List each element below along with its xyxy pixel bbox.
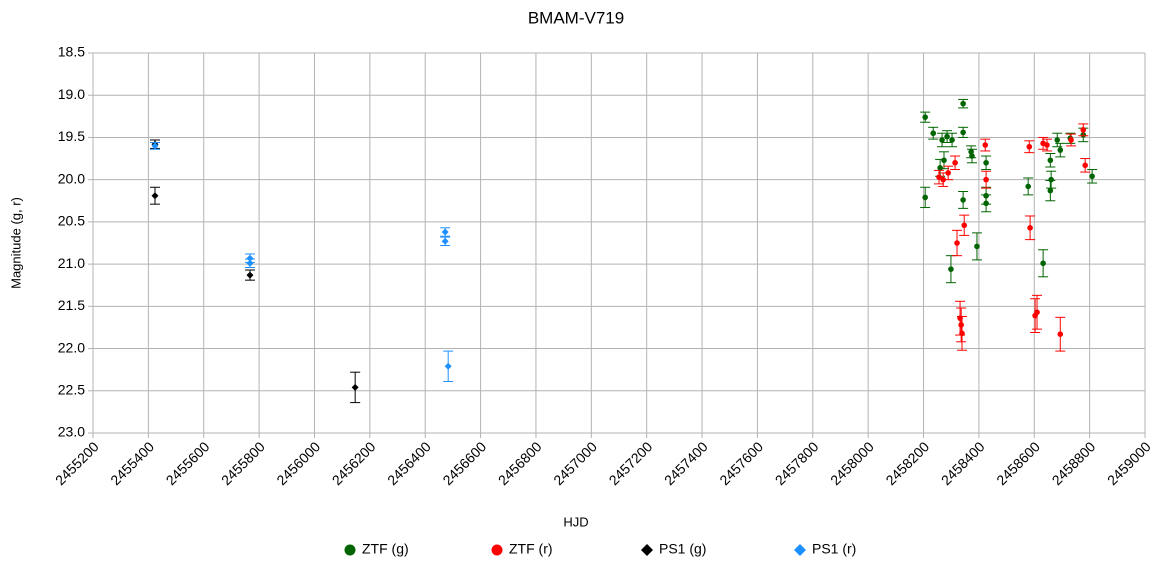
- point: [351, 383, 359, 391]
- point: [441, 237, 449, 245]
- point: [1040, 260, 1046, 267]
- point: [945, 170, 951, 176]
- point: [939, 137, 945, 143]
- point: [246, 271, 254, 279]
- point: [983, 159, 989, 166]
- point: [1027, 225, 1033, 231]
- point: [941, 157, 947, 164]
- legend-marker: [344, 544, 356, 556]
- legend-label: PS1 (g): [659, 541, 706, 557]
- y-tick-label: 20.0: [58, 170, 85, 186]
- point: [958, 322, 964, 328]
- point: [1082, 162, 1089, 169]
- point: [960, 197, 966, 203]
- point: [246, 254, 254, 262]
- point: [151, 142, 159, 150]
- point: [969, 153, 975, 159]
- y-axis-label: Magnitude (g, r): [8, 197, 23, 289]
- legend-marker: [641, 544, 653, 556]
- point: [936, 174, 942, 180]
- point: [930, 130, 937, 137]
- point: [1025, 183, 1031, 190]
- point: [1089, 173, 1095, 180]
- y-tick-label: 22.5: [58, 381, 85, 397]
- y-tick-label: 18.5: [58, 44, 85, 60]
- point: [948, 266, 954, 272]
- y-tick-label: 22.0: [58, 339, 85, 355]
- x-axis-label: HJD: [563, 514, 588, 529]
- point: [1044, 142, 1050, 148]
- point: [960, 129, 966, 136]
- point: [1034, 309, 1040, 316]
- chart-title: BMAM-V719: [528, 8, 624, 27]
- y-tick-label: 21.0: [58, 255, 85, 271]
- point: [960, 100, 966, 107]
- point: [983, 176, 989, 183]
- point: [1026, 143, 1033, 150]
- point: [444, 362, 452, 370]
- point: [1057, 147, 1064, 153]
- point: [983, 200, 989, 207]
- point: [151, 192, 159, 200]
- point: [954, 240, 960, 246]
- point: [1057, 331, 1064, 338]
- point: [944, 133, 950, 140]
- y-tick-label: 23.0: [58, 424, 85, 440]
- point: [949, 137, 955, 143]
- point: [1048, 176, 1054, 183]
- point: [246, 259, 254, 267]
- y-tick-label: 21.5: [58, 297, 85, 313]
- point: [441, 228, 449, 236]
- y-tick-label: 19.5: [58, 128, 85, 144]
- point: [974, 243, 980, 250]
- point: [922, 114, 928, 120]
- legend-marker: [491, 544, 503, 556]
- point: [922, 194, 928, 201]
- point: [982, 142, 989, 148]
- point: [1047, 187, 1054, 194]
- point: [937, 165, 943, 171]
- point: [1068, 137, 1074, 143]
- point: [959, 330, 965, 337]
- legend-marker: [794, 544, 806, 556]
- y-tick-label: 20.5: [58, 213, 85, 229]
- point: [1080, 127, 1087, 133]
- y-tick-label: 19.0: [58, 86, 85, 102]
- legend-label: ZTF (r): [509, 541, 553, 557]
- legend-label: ZTF (g): [362, 541, 409, 557]
- point: [952, 159, 958, 166]
- point: [1054, 137, 1061, 143]
- point: [961, 222, 968, 229]
- point: [1047, 157, 1054, 164]
- point: [968, 149, 974, 155]
- legend-label: PS1 (r): [812, 541, 856, 557]
